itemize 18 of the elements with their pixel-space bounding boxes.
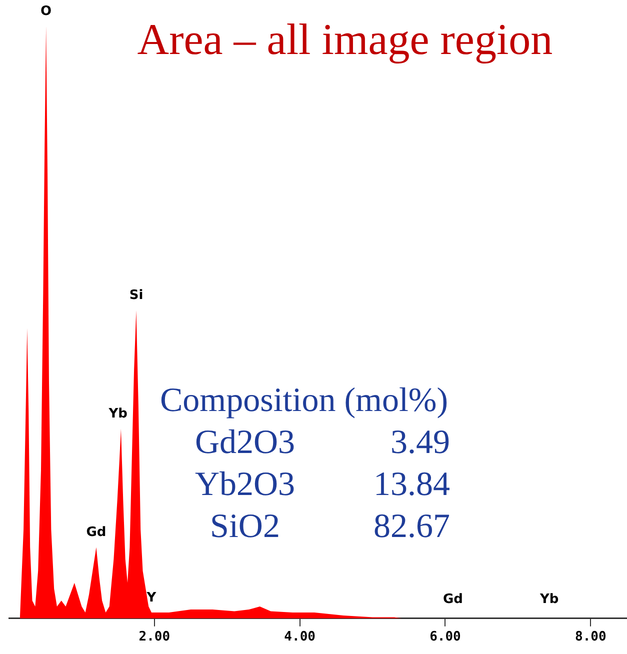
annotation: Yb <box>108 406 128 422</box>
annotation: O <box>40 4 52 19</box>
x-tick-label: 2.00 <box>138 630 170 645</box>
annotation: Yb <box>540 592 559 607</box>
annotation: Gd <box>443 592 463 607</box>
chart-title: Area – all image region <box>136 14 554 65</box>
x-tick-label: 6.00 <box>430 630 462 645</box>
annotation: Yb2O3 <box>194 465 296 505</box>
annotation: Gd <box>86 525 106 540</box>
annotation: Si <box>129 288 144 304</box>
annotation: 82.67 <box>372 507 450 547</box>
annotation: Composition (mol%) <box>160 381 450 421</box>
annotation: 3.49 <box>390 423 450 463</box>
x-tick-label: 4.00 <box>284 630 316 645</box>
annotation: Gd2O3 <box>194 423 296 463</box>
annotation: SiO2 <box>209 507 281 547</box>
x-tick-label: 8.00 <box>574 630 606 645</box>
annotation: 13.84 <box>372 465 450 505</box>
